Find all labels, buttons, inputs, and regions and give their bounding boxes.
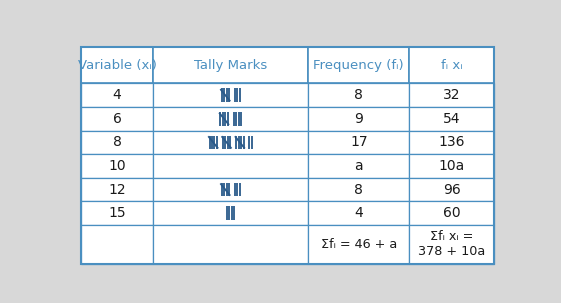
Text: a: a	[355, 159, 363, 173]
Bar	[153, 154, 308, 178]
Text: 32: 32	[443, 88, 461, 102]
Bar	[308, 83, 410, 107]
Bar	[410, 131, 494, 154]
Text: 12: 12	[108, 182, 126, 197]
Text: fᵢ xᵢ: fᵢ xᵢ	[441, 59, 462, 72]
Bar	[308, 201, 410, 225]
Bar	[410, 178, 494, 201]
Bar	[153, 47, 308, 83]
Bar	[410, 154, 494, 178]
Bar	[81, 83, 153, 107]
Text: 10: 10	[108, 159, 126, 173]
Text: 9: 9	[355, 112, 363, 126]
Bar	[308, 225, 410, 264]
Text: Variable (xᵢ): Variable (xᵢ)	[77, 59, 157, 72]
Bar	[308, 131, 410, 154]
Bar	[308, 47, 410, 83]
Bar	[153, 201, 308, 225]
Text: 8: 8	[355, 182, 363, 197]
Text: Σfᵢ = 46 + a: Σfᵢ = 46 + a	[321, 238, 397, 251]
Bar	[153, 225, 308, 264]
Bar	[410, 201, 494, 225]
Bar	[81, 154, 153, 178]
Bar	[308, 178, 410, 201]
Bar	[153, 83, 308, 107]
Text: Σfᵢ xᵢ =
378 + 10a: Σfᵢ xᵢ = 378 + 10a	[418, 230, 485, 258]
Text: 136: 136	[439, 135, 465, 149]
Bar	[81, 47, 153, 83]
Text: 4: 4	[113, 88, 122, 102]
Text: 4: 4	[355, 206, 363, 220]
Text: Frequency (fᵢ): Frequency (fᵢ)	[314, 59, 404, 72]
Bar	[81, 107, 153, 131]
Text: 54: 54	[443, 112, 461, 126]
Text: 6: 6	[113, 112, 122, 126]
Text: 15: 15	[108, 206, 126, 220]
Text: 60: 60	[443, 206, 461, 220]
Text: 17: 17	[350, 135, 367, 149]
Text: 8: 8	[113, 135, 122, 149]
Bar	[81, 178, 153, 201]
Bar	[153, 107, 308, 131]
Bar	[81, 201, 153, 225]
Text: 96: 96	[443, 182, 461, 197]
Bar	[153, 178, 308, 201]
Bar	[308, 154, 410, 178]
Bar	[81, 225, 153, 264]
Bar	[410, 107, 494, 131]
Text: 8: 8	[355, 88, 363, 102]
Bar	[308, 107, 410, 131]
Bar	[410, 225, 494, 264]
Bar	[410, 83, 494, 107]
Text: Tally Marks: Tally Marks	[194, 59, 268, 72]
Bar	[153, 131, 308, 154]
Bar	[81, 131, 153, 154]
Bar	[410, 47, 494, 83]
Text: 10a: 10a	[439, 159, 465, 173]
